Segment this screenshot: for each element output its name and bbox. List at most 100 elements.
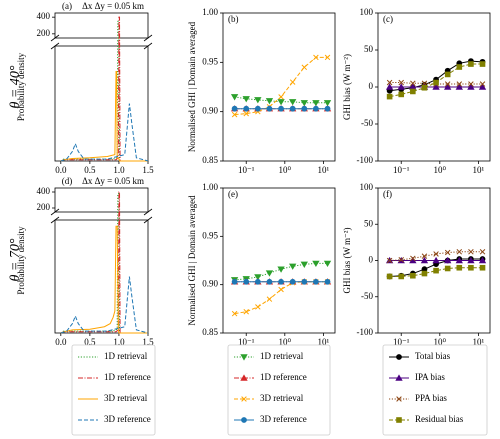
y-tick-label: 100 (360, 7, 374, 17)
series-line (389, 267, 483, 277)
y-axis-label: GHI bias (W m⁻²) (342, 227, 352, 293)
marker (433, 267, 439, 274)
marker (254, 274, 262, 281)
legend-marker (395, 374, 403, 381)
marker (289, 99, 297, 106)
marker (478, 83, 487, 90)
panel-label: (e) (228, 189, 238, 199)
marker (231, 310, 238, 317)
marker (398, 79, 404, 86)
marker (266, 296, 273, 302)
legend-label: 1D reference (104, 372, 151, 382)
legend-frame (71, 344, 156, 436)
marker (301, 64, 308, 71)
legend-marker (241, 417, 247, 423)
series-line (60, 20, 148, 162)
x-tick-label: 10¹ (473, 337, 485, 347)
axes-frame (222, 187, 336, 334)
marker (277, 266, 285, 273)
marker (301, 278, 308, 285)
y-tick-label: 0.90 (202, 106, 218, 116)
marker (456, 249, 463, 255)
series-line (60, 193, 148, 334)
marker (312, 260, 320, 267)
y-axis-label: Normalised GHI | Domain averaged (187, 195, 197, 326)
marker (266, 278, 273, 285)
marker (278, 94, 284, 100)
y-tick-label: -50 (361, 118, 373, 128)
marker (243, 308, 249, 315)
marker (420, 256, 429, 264)
x-tick-label: 0.0 (55, 165, 67, 175)
x-tick-label: 10⁻¹ (393, 337, 410, 347)
marker (410, 80, 416, 87)
y-tick-label: -100 (357, 155, 374, 165)
marker (243, 110, 249, 117)
axes-frame (54, 187, 149, 213)
axis-break (50, 34, 60, 42)
legend-frame (382, 344, 488, 436)
marker (230, 94, 239, 101)
legend-label: 1D retrieval (260, 351, 304, 361)
y-tick-label: 1.00 (202, 7, 218, 17)
axes-frame (222, 12, 336, 162)
x-tick-label: 0.5 (84, 337, 96, 347)
annotation: Δx Δy = 0.05 km (82, 176, 144, 186)
marker (421, 80, 428, 87)
y-axis-label: Probability density (16, 52, 26, 121)
marker (324, 278, 331, 285)
legend-label: 1D retrieval (104, 351, 148, 361)
series-line (60, 276, 149, 334)
marker (386, 93, 393, 100)
marker (479, 61, 486, 67)
y-tick-label: 0 (369, 255, 374, 265)
marker (313, 54, 319, 61)
marker (243, 105, 250, 112)
marker (255, 304, 261, 310)
x-tick-label: 10⁻¹ (393, 165, 410, 175)
row-label: θ = 70° (8, 238, 23, 281)
y-tick-label: -100 (357, 327, 374, 337)
marker (397, 83, 405, 90)
x-tick-label: 0.0 (55, 337, 67, 347)
legend-label: 1D reference (260, 372, 307, 382)
marker (456, 264, 463, 271)
marker (289, 278, 296, 285)
marker (242, 96, 250, 103)
marker (300, 261, 308, 268)
marker (444, 249, 451, 256)
y-tick-label: 1.00 (202, 182, 218, 192)
legend-label: 3D reference (260, 414, 307, 424)
x-tick-label: 10⁻¹ (238, 165, 255, 175)
marker (421, 253, 428, 259)
y-tick-label: 50 (364, 218, 374, 228)
legend-label: 3D retrieval (104, 393, 148, 403)
marker (313, 105, 319, 112)
y-tick-label: 0.85 (202, 155, 218, 165)
marker (300, 100, 308, 107)
marker (323, 260, 332, 267)
axis-break (143, 216, 153, 224)
marker (265, 98, 274, 105)
y-tick-label: 100 (360, 182, 374, 192)
marker (312, 100, 320, 107)
y-tick-label: 50 (364, 44, 374, 54)
x-tick-label: 0.5 (84, 165, 96, 175)
marker (421, 84, 428, 91)
marker (266, 105, 273, 112)
y-tick-label: 0.95 (202, 230, 218, 240)
marker (468, 61, 474, 67)
axes-frame (54, 219, 149, 334)
x-tick-label: 10⁰ (279, 165, 292, 175)
x-tick-label: 1.5 (142, 165, 154, 175)
x-tick-label: 10¹ (318, 337, 330, 347)
marker (479, 81, 486, 87)
marker (410, 255, 416, 262)
marker (398, 273, 405, 280)
annotation: Δx Δy = 0.05 km (82, 1, 144, 11)
panel-label: (c) (383, 14, 393, 24)
marker (324, 105, 331, 112)
y-axis-label: Probability density (16, 226, 26, 295)
marker (455, 256, 463, 264)
marker (444, 83, 452, 90)
